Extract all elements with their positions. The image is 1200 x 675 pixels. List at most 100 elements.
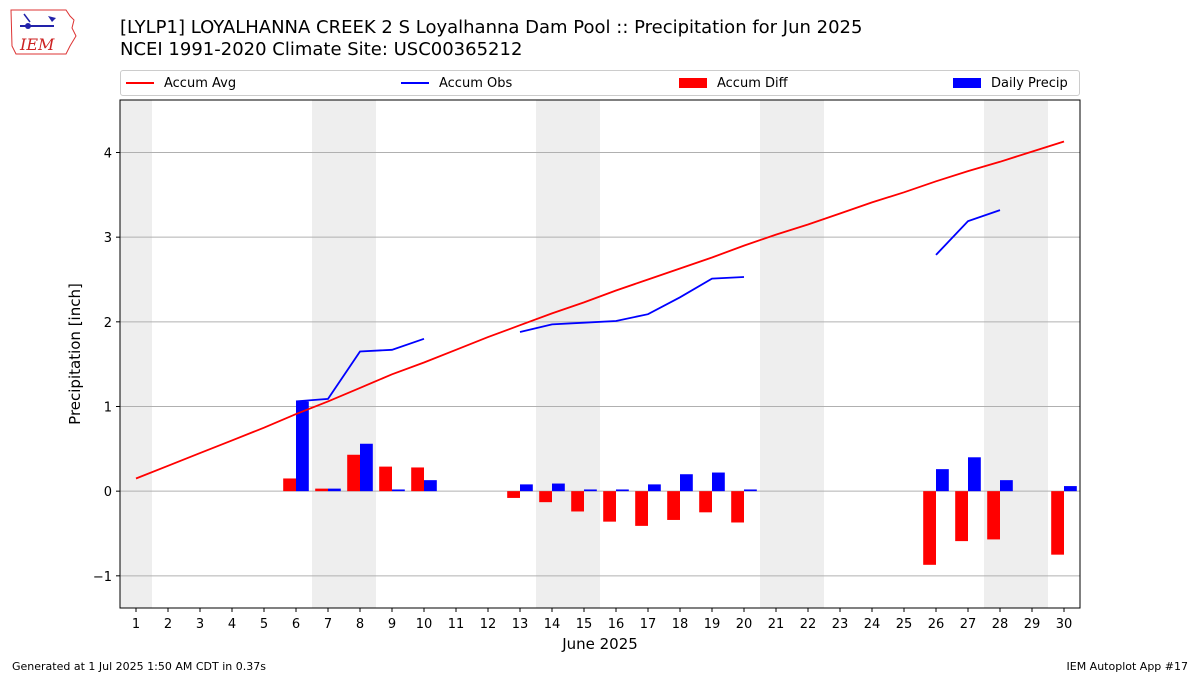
x-tick-label: 28 bbox=[992, 617, 1009, 632]
x-tick-label: 9 bbox=[388, 617, 396, 632]
weekend-shading bbox=[120, 100, 1048, 608]
daily-precip-bar bbox=[552, 483, 565, 492]
x-tick-label: 26 bbox=[928, 617, 945, 632]
x-tick-label: 15 bbox=[576, 617, 593, 632]
daily-precip-bar bbox=[392, 489, 405, 492]
x-tick-label: 17 bbox=[640, 617, 657, 632]
x-tick-label: 11 bbox=[448, 617, 465, 632]
x-tick-label: 4 bbox=[228, 617, 236, 632]
x-tick-label: 2 bbox=[164, 617, 172, 632]
x-tick-label: 18 bbox=[672, 617, 689, 632]
x-tick-label: 14 bbox=[544, 617, 561, 632]
logo-text: IEM bbox=[19, 35, 55, 54]
accum-diff-bar bbox=[699, 491, 712, 513]
y-axis-label: Precipitation [inch] bbox=[66, 283, 84, 425]
accum-diff-bar bbox=[379, 466, 392, 492]
x-tick-label: 24 bbox=[864, 617, 881, 632]
accum-diff-bar bbox=[923, 491, 936, 565]
legend-item-daily-precip: Daily Precip bbox=[953, 71, 1068, 95]
legend-label-daily-precip: Daily Precip bbox=[991, 75, 1068, 91]
x-tick-label: 27 bbox=[960, 617, 977, 632]
y-tick-label: 0 bbox=[104, 485, 112, 500]
accum-obs-line bbox=[295, 337, 425, 403]
legend-swatch-accum-avg bbox=[126, 82, 154, 84]
x-tick-label: 16 bbox=[608, 617, 625, 632]
x-tick-label: 19 bbox=[704, 617, 721, 632]
x-tick-label: 23 bbox=[832, 617, 849, 632]
accum-diff-bar bbox=[507, 491, 520, 498]
y-tick-label: 3 bbox=[104, 231, 112, 246]
accum-diff-bar bbox=[667, 491, 680, 520]
accum-diff-bar bbox=[539, 491, 552, 503]
daily-precip-bar bbox=[648, 484, 661, 492]
legend-label-accum-obs: Accum Obs bbox=[439, 75, 513, 91]
accum-diff-bar bbox=[1051, 491, 1064, 555]
weekend-band-2 bbox=[536, 100, 600, 608]
legend-swatch-daily-precip bbox=[953, 78, 981, 88]
footer-app: IEM Autoplot App #17 bbox=[1066, 660, 1189, 673]
accum-obs-line bbox=[519, 276, 745, 333]
y-tick-label: 4 bbox=[104, 146, 112, 161]
x-tick-label: 6 bbox=[292, 617, 300, 632]
x-tick-label: 7 bbox=[324, 617, 332, 632]
daily-precip-bar bbox=[968, 457, 981, 492]
legend-swatch-accum-diff bbox=[679, 78, 707, 88]
y-tick-label: −1 bbox=[93, 570, 112, 585]
daily-precip-bar bbox=[680, 474, 693, 492]
daily-precip-bar bbox=[936, 469, 949, 492]
accum-diff-bar bbox=[571, 491, 584, 512]
x-tick-label: 12 bbox=[480, 617, 497, 632]
weekend-band-1 bbox=[312, 100, 376, 608]
accum-diff-bar bbox=[283, 478, 296, 492]
accum-diff-bar bbox=[315, 488, 328, 492]
plot-frame bbox=[119, 99, 1081, 609]
daily-precip-bar bbox=[1000, 480, 1013, 492]
daily-precip-bar bbox=[520, 484, 533, 492]
y-tick-label: 2 bbox=[104, 316, 112, 331]
x-tick-label: 22 bbox=[800, 617, 817, 632]
x-tick-label: 29 bbox=[1024, 617, 1041, 632]
legend-swatch-accum-obs bbox=[401, 82, 429, 84]
x-tick-label: 10 bbox=[416, 617, 433, 632]
footer-generated: Generated at 1 Jul 2025 1:50 AM CDT in 0… bbox=[12, 660, 266, 673]
x-tick-label: 25 bbox=[896, 617, 913, 632]
x-tick-label: 21 bbox=[768, 617, 785, 632]
daily-precip-bar bbox=[296, 401, 309, 492]
legend-item-accum-avg: Accum Avg bbox=[126, 71, 236, 95]
daily-precip-bar bbox=[616, 489, 629, 492]
chart-title: [LYLP1] LOYALHANNA CREEK 2 S Loyalhanna … bbox=[120, 17, 863, 38]
accum-obs-line bbox=[935, 209, 1001, 256]
weekend-band-0 bbox=[120, 100, 152, 608]
x-tick-label: 8 bbox=[356, 617, 364, 632]
legend-label-accum-avg: Accum Avg bbox=[164, 75, 237, 91]
weekend-band-3 bbox=[760, 100, 824, 608]
legend-label-accum-diff: Accum Diff bbox=[717, 75, 788, 91]
series-lines bbox=[135, 140, 1065, 480]
legend-item-accum-obs: Accum Obs bbox=[401, 71, 512, 95]
daily-precip-bar bbox=[360, 443, 373, 492]
accum-diff-bar bbox=[731, 491, 744, 523]
x-tick-label: 13 bbox=[512, 617, 529, 632]
accum-diff-bar bbox=[635, 491, 648, 526]
legend-item-accum-diff: Accum Diff bbox=[679, 71, 788, 95]
daily-precip-bar bbox=[744, 489, 757, 492]
bars bbox=[283, 401, 1077, 565]
chart-legend: Accum Avg Accum Obs Accum Diff Daily Pre… bbox=[120, 70, 1080, 96]
accum-diff-bar bbox=[347, 454, 360, 492]
accum-diff-bar bbox=[987, 491, 1000, 540]
x-tick-label: 1 bbox=[132, 617, 140, 632]
daily-precip-bar bbox=[424, 480, 437, 492]
x-tick-label: 20 bbox=[736, 617, 753, 632]
daily-precip-bar bbox=[584, 489, 597, 492]
x-tick-label: 30 bbox=[1056, 617, 1073, 632]
chart-subtitle: NCEI 1991-2020 Climate Site: USC00365212 bbox=[120, 39, 523, 60]
x-axis-label: June 2025 bbox=[561, 635, 638, 653]
daily-precip-bar bbox=[712, 472, 725, 492]
accum-avg-line bbox=[135, 140, 1065, 480]
x-tick-label: 3 bbox=[196, 617, 204, 632]
accum-diff-bar bbox=[411, 467, 424, 492]
accum-diff-bar bbox=[603, 491, 616, 522]
y-tick-label: 1 bbox=[104, 400, 112, 415]
